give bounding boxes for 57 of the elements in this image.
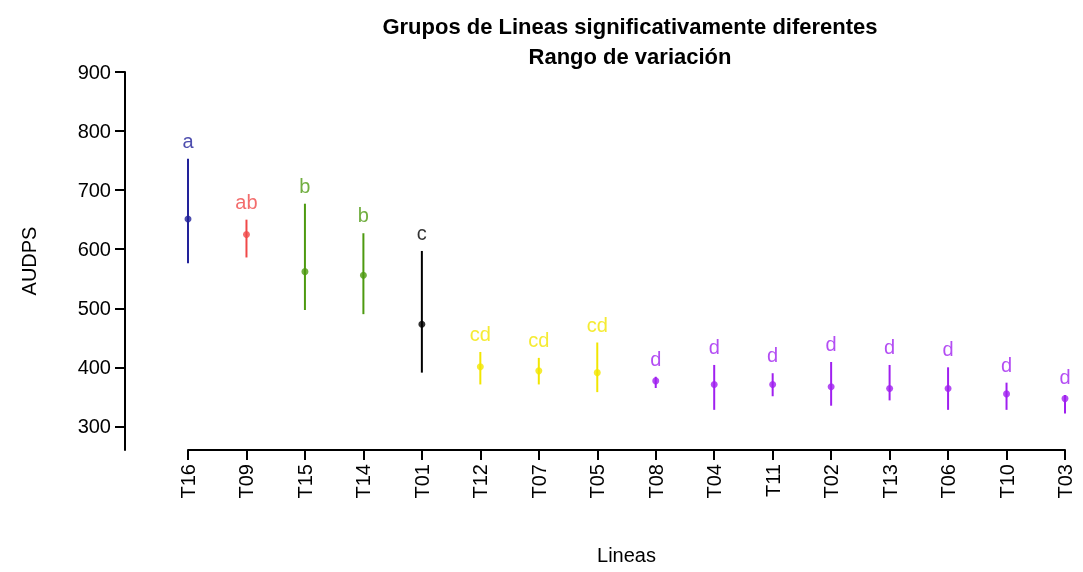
annotation: cd xyxy=(586,313,608,336)
x-tick-label: T05 xyxy=(586,464,609,499)
point xyxy=(886,385,894,393)
point xyxy=(769,380,777,388)
y-tick-label: 600 xyxy=(77,238,111,261)
annotation: d xyxy=(708,335,720,358)
annotation: cd xyxy=(469,322,491,345)
point xyxy=(944,385,952,393)
y-axis-title: AUDPS xyxy=(18,226,40,296)
x-tick-label: T03 xyxy=(1054,464,1076,499)
annotation: ab xyxy=(235,190,258,213)
annotation: a xyxy=(182,129,195,152)
point xyxy=(418,320,426,328)
annotation: d xyxy=(825,333,837,355)
annotation: d xyxy=(1000,353,1013,376)
y-tick-label: 800 xyxy=(77,120,111,143)
y-tick-label: 900 xyxy=(77,61,111,83)
annotation: c xyxy=(416,221,427,244)
point xyxy=(593,369,601,377)
x-tick-label: T15 xyxy=(293,464,316,499)
y-tick-label: 300 xyxy=(77,415,111,438)
y-tick-label: 400 xyxy=(77,356,111,379)
annotation: cd xyxy=(528,328,550,351)
x-tick-label: T13 xyxy=(878,464,901,499)
point xyxy=(359,271,367,279)
x-tick-label: T10 xyxy=(995,464,1018,499)
annotation: d xyxy=(767,344,779,367)
annotation: d xyxy=(650,347,662,370)
annotation: d xyxy=(1059,366,1071,389)
point xyxy=(1061,395,1069,403)
x-axis-title: Lineas xyxy=(597,544,656,566)
point xyxy=(476,363,484,371)
x-tick-label: T01 xyxy=(410,464,433,499)
annotation: d xyxy=(884,335,896,358)
x-tick-label: T12 xyxy=(469,464,492,499)
chart-title: Grupos de Lineas significativamente diferentes Rango de variación xyxy=(382,13,878,69)
y-tick-label: 500 xyxy=(77,297,111,320)
annotation: b xyxy=(357,204,369,227)
x-tick-label: T06 xyxy=(937,464,960,499)
point xyxy=(652,377,660,385)
x-tick-label: T11 xyxy=(761,464,784,497)
annotation: b xyxy=(299,174,311,197)
point xyxy=(242,230,250,238)
y-tick-label: 700 xyxy=(77,179,111,202)
x-tick-label: T04 xyxy=(703,464,726,499)
x-tick-label: T07 xyxy=(527,464,550,499)
annotation: d xyxy=(942,338,954,361)
x-tick-label: T16 xyxy=(177,464,199,499)
point xyxy=(827,383,835,391)
point xyxy=(1003,390,1011,398)
point xyxy=(710,380,718,388)
x-tick-label: T09 xyxy=(235,464,258,499)
point xyxy=(535,367,543,375)
x-tick-label: T02 xyxy=(820,464,843,499)
x-tick-label: T14 xyxy=(352,464,375,499)
x-tick-label: T08 xyxy=(644,464,667,499)
point xyxy=(301,268,309,276)
